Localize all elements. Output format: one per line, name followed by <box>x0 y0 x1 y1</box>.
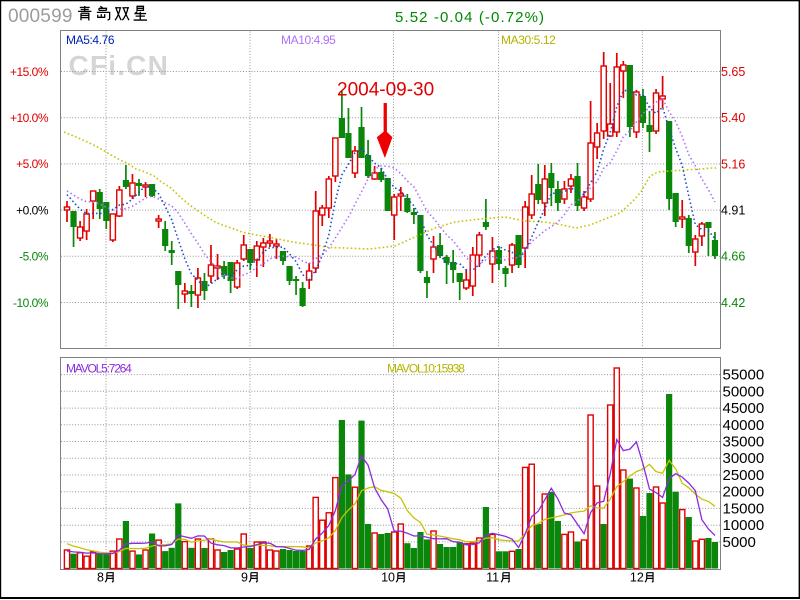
svg-text:000599: 000599 <box>8 6 73 27</box>
svg-text:35000: 35000 <box>723 434 765 451</box>
svg-text:2004-09-30: 2004-09-30 <box>337 80 434 101</box>
svg-text:MAVOL10:15938: MAVOL10:15938 <box>387 362 465 376</box>
svg-text:+5.0%: +5.0% <box>16 157 49 171</box>
svg-text:+10.0%: +10.0% <box>10 111 49 125</box>
svg-text:5.40: 5.40 <box>721 111 745 125</box>
svg-text:4.91: 4.91 <box>721 204 745 218</box>
svg-text:55000: 55000 <box>723 367 765 384</box>
svg-text:5.65: 5.65 <box>721 65 745 79</box>
svg-text:11: 11 <box>486 571 499 585</box>
svg-text:CFi.CN: CFi.CN <box>69 50 170 81</box>
svg-text:+15.0%: +15.0% <box>10 65 49 79</box>
svg-text:MA10:4.95: MA10:4.95 <box>281 33 336 47</box>
svg-text:40000: 40000 <box>723 417 765 434</box>
svg-text:10: 10 <box>381 571 395 585</box>
svg-text:10000: 10000 <box>723 517 765 534</box>
svg-text:8: 8 <box>97 571 104 585</box>
svg-text:9: 9 <box>241 571 248 585</box>
svg-text:4.42: 4.42 <box>721 296 745 310</box>
svg-text:+0.0%: +0.0% <box>16 203 49 217</box>
svg-text:45000: 45000 <box>723 400 765 417</box>
svg-text:50000: 50000 <box>723 383 765 400</box>
svg-text:-10.0%: -10.0% <box>13 296 49 310</box>
svg-text:30000: 30000 <box>723 450 765 467</box>
svg-text:4.66: 4.66 <box>721 250 745 264</box>
svg-text:20000: 20000 <box>723 484 765 501</box>
svg-text:15000: 15000 <box>723 500 765 517</box>
svg-text:5.16: 5.16 <box>721 157 745 171</box>
svg-text:5000: 5000 <box>723 534 756 551</box>
svg-text:MA5:4.76: MA5:4.76 <box>66 33 115 47</box>
svg-text:MA30:5.12: MA30:5.12 <box>501 33 556 47</box>
svg-text:-5.0%: -5.0% <box>19 250 49 264</box>
svg-text:5.52 -0.04 (-0.72%): 5.52 -0.04 (-0.72%) <box>395 9 545 26</box>
svg-text:12: 12 <box>630 571 644 585</box>
svg-text:MAVOL5:7264: MAVOL5:7264 <box>66 362 132 376</box>
svg-text:25000: 25000 <box>723 467 765 484</box>
